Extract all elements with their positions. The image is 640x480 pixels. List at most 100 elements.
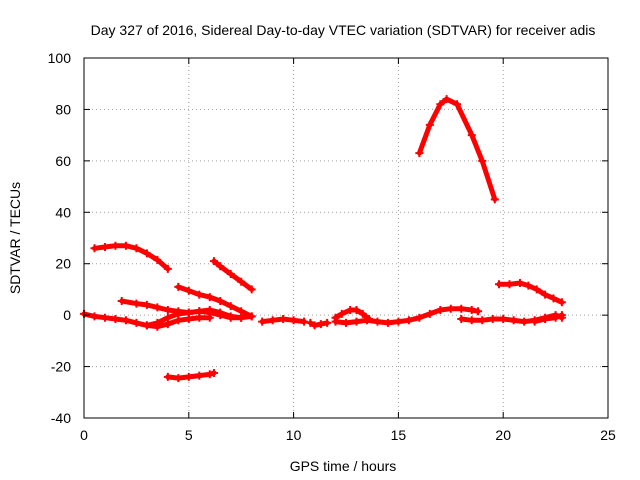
y-tick-label: 20 <box>55 256 71 272</box>
series-line-arc-12 <box>416 96 498 202</box>
data-point <box>306 318 315 327</box>
data-point <box>551 313 560 322</box>
data-point <box>205 293 214 302</box>
series-line-arc-15 <box>532 312 565 325</box>
plot-frame <box>83 57 609 419</box>
x-tick-label: 0 <box>80 427 88 443</box>
data-point <box>467 316 476 325</box>
x-tick-label: 25 <box>600 427 616 443</box>
data-point <box>205 370 214 379</box>
data-point <box>289 316 298 325</box>
data-point <box>337 309 346 318</box>
data-point <box>132 299 141 308</box>
data-point <box>524 281 533 290</box>
data-point <box>331 313 340 322</box>
data-point <box>352 306 361 314</box>
data-point <box>490 195 499 204</box>
grid-lines <box>84 58 608 418</box>
data-point <box>549 294 558 303</box>
data-point <box>383 318 392 327</box>
y-tick-label: 100 <box>48 50 72 66</box>
x-tick-label: 5 <box>185 427 193 443</box>
data-point <box>342 318 350 327</box>
data-point <box>436 306 445 314</box>
data-point <box>100 243 109 251</box>
data-point <box>478 156 487 165</box>
data-point <box>132 318 141 327</box>
data-point <box>268 316 277 325</box>
data-point <box>530 317 539 326</box>
data-point <box>453 100 462 109</box>
y-tick-label: 60 <box>55 153 71 169</box>
data-point <box>174 309 183 318</box>
x-axis-label: GPS time / hours <box>290 458 397 474</box>
data-point <box>90 312 99 321</box>
data-point <box>90 244 99 253</box>
data-point <box>226 302 235 311</box>
data-point <box>436 100 445 109</box>
data-point <box>520 317 529 326</box>
data-point <box>163 372 172 381</box>
y-tick-label: -40 <box>51 410 71 426</box>
data-point <box>446 304 455 313</box>
data-point <box>216 308 225 317</box>
y-tick-label: -20 <box>51 359 71 375</box>
data-point <box>163 306 172 314</box>
data-point <box>247 285 256 294</box>
data-point <box>557 298 566 307</box>
y-tick-label: 40 <box>55 204 71 220</box>
data-point <box>111 241 120 250</box>
data-point <box>467 131 476 140</box>
data-series <box>80 95 566 383</box>
data-point <box>100 313 109 322</box>
series-line-arc-6 <box>144 307 244 328</box>
data-point <box>541 290 550 299</box>
data-point <box>205 306 214 314</box>
data-point <box>247 312 256 321</box>
data-point <box>515 279 524 287</box>
data-point <box>310 321 319 330</box>
data-point <box>132 244 141 253</box>
x-tick-label: 20 <box>495 427 511 443</box>
data-point <box>365 315 374 323</box>
data-point <box>373 317 382 326</box>
data-point <box>111 315 120 323</box>
data-point <box>195 371 204 380</box>
data-point <box>153 303 162 312</box>
data-point <box>279 315 288 323</box>
data-point <box>142 300 151 309</box>
data-point <box>323 318 332 327</box>
data-point <box>163 264 172 273</box>
data-point <box>153 318 162 327</box>
data-point <box>195 290 204 299</box>
data-point <box>174 282 183 291</box>
data-point <box>532 285 541 294</box>
data-point <box>505 280 514 289</box>
data-point <box>509 316 518 325</box>
data-point <box>415 313 424 322</box>
data-point <box>404 316 413 325</box>
data-point <box>216 262 225 271</box>
data-point <box>457 315 466 323</box>
data-point <box>352 317 361 326</box>
data-point <box>541 315 550 323</box>
data-point <box>117 297 126 305</box>
data-point <box>488 315 497 323</box>
data-point <box>174 374 183 383</box>
data-point <box>499 315 508 323</box>
data-point <box>209 257 218 266</box>
axis-ticks: 0 5 10 15 20 25 -40 -20 0 20 40 60 80 100 <box>48 50 616 443</box>
data-point <box>495 280 504 289</box>
data-point <box>142 249 151 258</box>
data-point <box>557 311 566 320</box>
x-tick-label: 15 <box>391 427 407 443</box>
data-point <box>209 369 218 377</box>
data-point <box>184 308 193 317</box>
data-point <box>121 241 130 250</box>
data-point <box>226 270 235 278</box>
data-point <box>121 316 130 325</box>
data-point <box>394 317 403 326</box>
data-point <box>195 307 204 316</box>
data-point <box>425 309 434 318</box>
data-point <box>237 277 246 286</box>
